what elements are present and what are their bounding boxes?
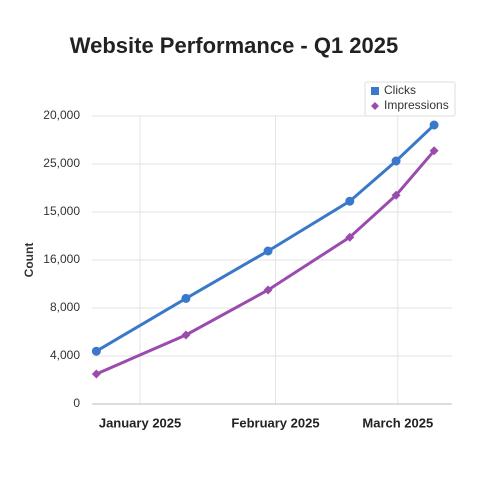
y-tick-label: 16,000 bbox=[43, 252, 80, 266]
chart-title: Website Performance - Q1 2025 bbox=[70, 33, 399, 58]
point bbox=[91, 369, 101, 379]
point bbox=[181, 330, 191, 340]
point bbox=[181, 293, 191, 303]
point bbox=[263, 246, 273, 256]
point bbox=[429, 120, 439, 130]
point bbox=[391, 156, 401, 166]
series-line bbox=[95, 149, 436, 376]
series-line bbox=[95, 123, 436, 353]
point bbox=[391, 190, 401, 200]
point bbox=[263, 285, 273, 295]
legend-marker bbox=[371, 102, 379, 110]
legend-label: Clicks bbox=[384, 83, 416, 97]
x-tick-label: February 2025 bbox=[231, 415, 319, 430]
legend-marker bbox=[371, 87, 379, 95]
y-tick-label: 8,000 bbox=[50, 300, 80, 314]
point bbox=[345, 196, 355, 206]
point bbox=[429, 146, 439, 156]
y-tick-label: 15,000 bbox=[43, 204, 80, 218]
y-tick-label: 20,000 bbox=[43, 108, 80, 122]
point bbox=[345, 232, 355, 242]
legend-label: Impressions bbox=[384, 98, 449, 112]
point bbox=[91, 346, 101, 356]
y-tick-label: 4,000 bbox=[50, 348, 80, 362]
y-tick-label: 25,000 bbox=[43, 156, 80, 170]
x-tick-label: January 2025 bbox=[99, 415, 181, 430]
legend-box bbox=[364, 81, 456, 117]
x-tick-label: March 2025 bbox=[362, 415, 433, 430]
y-tick-label: 0 bbox=[73, 396, 80, 410]
y-axis-label: Count bbox=[22, 243, 36, 278]
